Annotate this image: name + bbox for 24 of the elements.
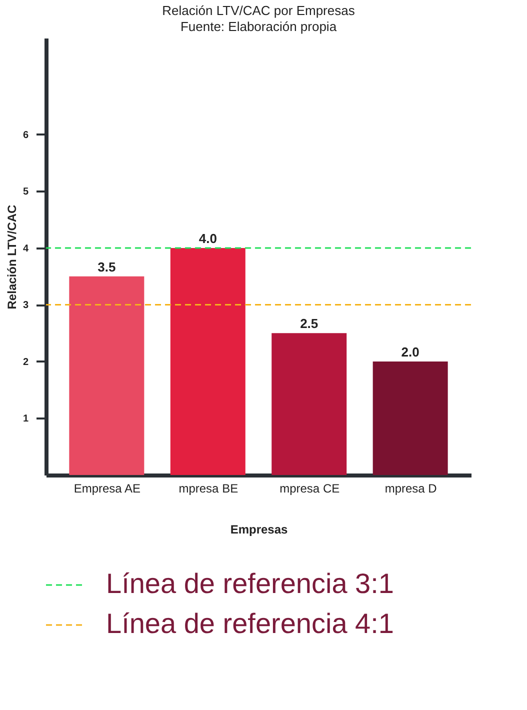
x-tick-label: Empresa AE xyxy=(74,482,141,496)
y-tick-label: 4 xyxy=(22,243,29,254)
bar xyxy=(272,333,347,475)
x-tick-label: mpresa CE xyxy=(280,482,340,496)
y-tick-label: 5 xyxy=(22,186,29,198)
data-label: 2.0 xyxy=(401,344,420,360)
y-tick-label: 3 xyxy=(22,300,29,312)
data-label: 3.5 xyxy=(98,259,116,274)
chart-title: Relación LTV/CAC por Empresas xyxy=(162,3,356,18)
y-tick-label: 2 xyxy=(22,356,29,368)
y-tick-label: 6 xyxy=(22,130,29,141)
x-tick-label: mpresa D xyxy=(384,482,438,496)
chart-subtitle: Fuente: Elaboración propia xyxy=(180,19,338,34)
data-label: 4.0 xyxy=(198,230,217,246)
text: Línea de referencia 3:1 xyxy=(106,568,394,599)
x-tick-label: mpresa BE xyxy=(178,482,238,496)
bar xyxy=(69,276,144,475)
y-axis-title: Relación LTV/CAC xyxy=(4,204,19,310)
bar xyxy=(372,361,448,475)
text: Línea de referencia 4:1 xyxy=(106,608,394,639)
y-tick-label: 1 xyxy=(22,414,29,425)
bar xyxy=(170,248,246,475)
data-label: 2.5 xyxy=(300,316,318,332)
x-axis-title: Empresas xyxy=(230,522,288,536)
